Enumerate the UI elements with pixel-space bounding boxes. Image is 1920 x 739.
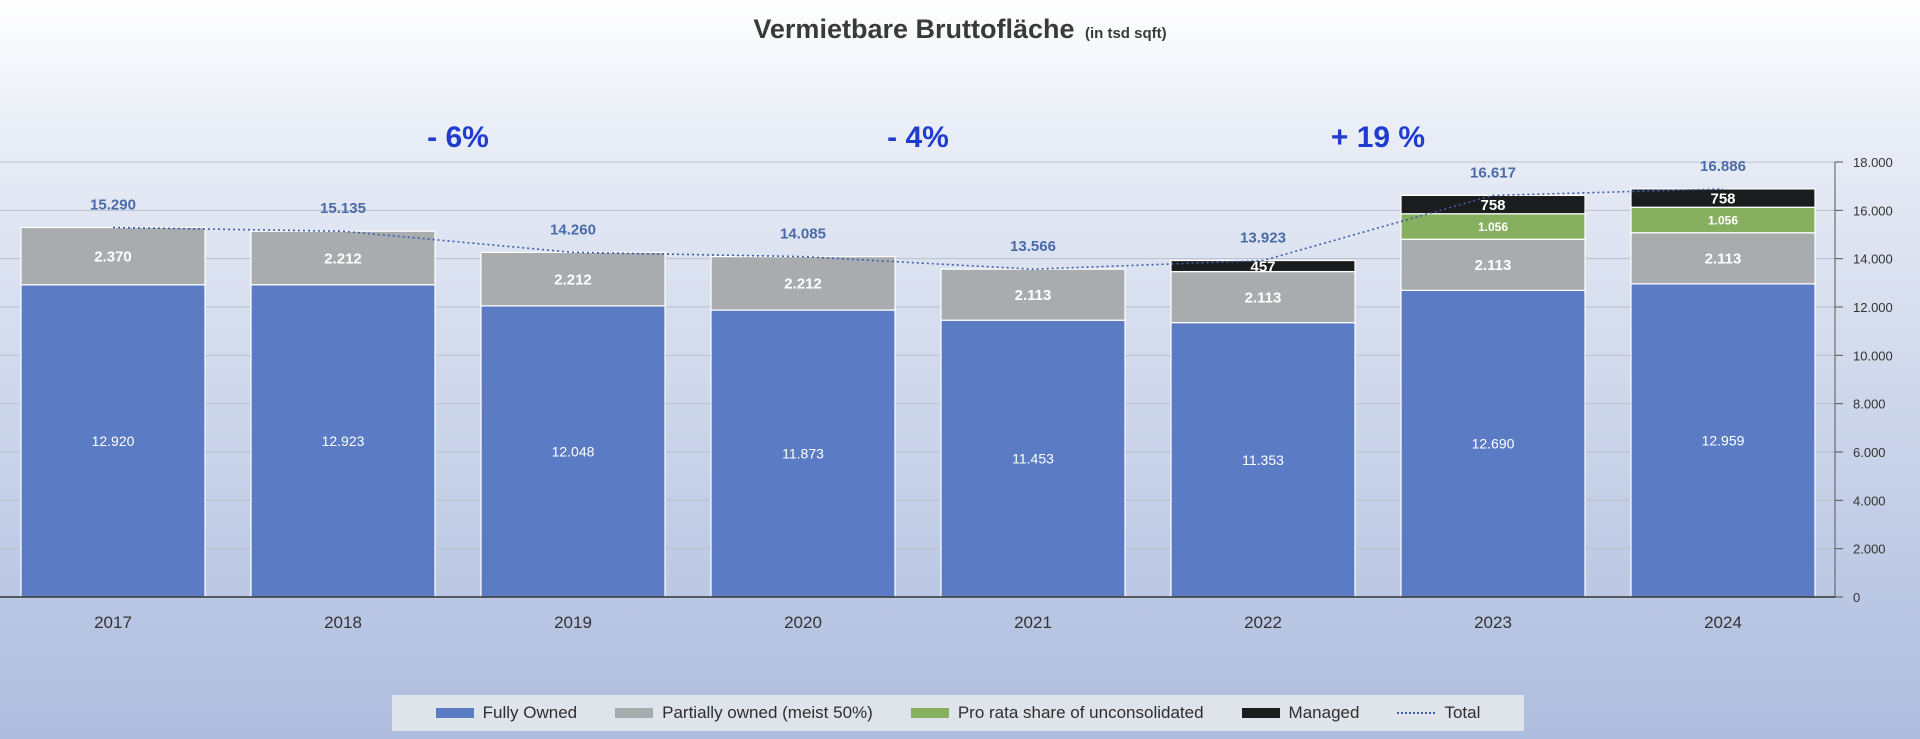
total-data-label: 14.260	[550, 221, 596, 238]
x-tick-label: 2017	[94, 613, 132, 632]
change-annotation: + 19 %	[1331, 121, 1425, 154]
change-annotation: - 4%	[887, 121, 949, 154]
total-data-label: 13.923	[1240, 230, 1286, 247]
bar-data-label: 2.113	[1475, 257, 1512, 274]
legend-label-total: Total	[1444, 703, 1481, 722]
bar-data-label: 11.353	[1242, 452, 1284, 468]
x-tick-label: 2019	[554, 613, 592, 632]
legend-item-managed: Managed	[1241, 703, 1360, 723]
y-tick-label: 8.000	[1853, 397, 1886, 412]
total-data-label: 14.085	[780, 226, 826, 243]
total-data-label: 16.886	[1700, 158, 1746, 175]
bar-segment	[20, 284, 206, 598]
x-tick-label: 2018	[324, 613, 362, 632]
change-annotation: - 6%	[427, 121, 489, 154]
y-tick-label: 6.000	[1853, 445, 1886, 460]
bar-segment	[250, 230, 436, 286]
legend-label-partially-owned: Partially owned (meist 50%)	[662, 703, 873, 722]
bar-data-label: 12.690	[1472, 436, 1515, 452]
legend-label-pro-rata: Pro rata share of unconsolidated	[957, 703, 1204, 722]
bar-data-label: 758	[1480, 197, 1505, 214]
bar-segment	[1170, 270, 1356, 324]
legend-item-pro-rata: Pro rata share of unconsolidated	[910, 703, 1204, 723]
y-tick-label: 18.000	[1853, 155, 1893, 170]
bar-segment	[710, 256, 896, 311]
y-tick-label: 4.000	[1853, 493, 1886, 508]
legend-swatch-total	[1397, 712, 1436, 714]
bar-segment	[480, 305, 666, 598]
y-tick-label: 10.000	[1853, 348, 1893, 363]
legend-swatch-managed	[1241, 708, 1280, 718]
bar-data-label: 2.113	[1245, 290, 1282, 307]
bar-data-label: 2.212	[324, 250, 362, 267]
bar-data-label: 12.923	[322, 433, 365, 449]
chart-title: Vermietbare Bruttofläche (in tsd sqft)	[0, 14, 1920, 45]
legend-swatch-fully-owned	[435, 708, 474, 718]
x-tick-label: 2023	[1474, 613, 1512, 632]
y-tick-label: 2.000	[1853, 542, 1886, 557]
bar-segment	[480, 251, 666, 307]
bar-data-label: 2.212	[784, 276, 822, 293]
bar-data-label: 2.212	[554, 272, 592, 289]
bar-segment	[20, 226, 206, 286]
stacked-bar-chart: 0 2.000 4.000 6.000 8.000 10.000 12.000 14.000 1…	[0, 121, 1893, 632]
bar-segment	[940, 319, 1126, 598]
total-data-label: 16.617	[1470, 164, 1516, 181]
legend-swatch-partially-owned	[615, 708, 654, 718]
bar-segment	[1630, 283, 1816, 598]
bar-segment	[1400, 238, 1586, 291]
y-tick-label: 0	[1853, 590, 1860, 605]
bar-data-label: 12.048	[552, 443, 595, 459]
bar-data-label: 11.453	[1012, 451, 1054, 467]
x-tick-label: 2022	[1244, 613, 1282, 632]
bar-data-label: 2.113	[1705, 251, 1742, 268]
bar-segment	[1400, 213, 1586, 240]
chart-title-subtitle: (in tsd sqft)	[1084, 25, 1167, 42]
legend-item-fully-owned: Fully Owned	[435, 703, 578, 723]
bar-segment	[1630, 232, 1816, 285]
bar-data-label: 2.113	[1015, 287, 1052, 304]
bar-data-label: 758	[1710, 190, 1735, 207]
chart-legend: Fully Owned Partially owned (meist 50%) …	[392, 695, 1524, 731]
bar-data-label: 12.959	[1702, 432, 1745, 448]
bar-segment	[250, 284, 436, 598]
legend-item-partially-owned: Partially owned (meist 50%)	[615, 703, 873, 723]
x-tick-label: 2020	[784, 613, 822, 632]
bar-segment	[1400, 289, 1586, 598]
bar-segment	[940, 268, 1126, 321]
bar-segment	[1170, 322, 1356, 598]
total-data-label: 15.290	[90, 196, 136, 213]
bar-data-label: 2.370	[94, 249, 132, 266]
y-tick-label: 16.000	[1853, 203, 1893, 218]
chart-title-main: Vermietbare Bruttofläche	[753, 14, 1075, 44]
x-tick-label: 2021	[1014, 613, 1052, 632]
x-tick-label: 2024	[1704, 613, 1742, 632]
bar-segment	[710, 309, 896, 598]
bar-data-label: 457	[1250, 258, 1275, 275]
legend-swatch-pro-rata	[910, 708, 949, 718]
y-tick-label: 14.000	[1853, 252, 1893, 267]
total-line	[112, 188, 1724, 270]
legend-label-managed: Managed	[1288, 703, 1360, 722]
legend-item-total: Total	[1397, 703, 1480, 723]
legend-label-fully-owned: Fully Owned	[482, 703, 578, 722]
total-data-label: 13.566	[1010, 238, 1056, 255]
bar-data-label: 12.920	[92, 433, 135, 449]
total-data-label: 15.135	[320, 200, 366, 217]
bar-data-label: 11.873	[782, 446, 824, 462]
bar-data-label: 1.056	[1478, 220, 1508, 234]
y-tick-label: 12.000	[1853, 300, 1893, 315]
bar-data-label: 1.056	[1708, 213, 1738, 227]
